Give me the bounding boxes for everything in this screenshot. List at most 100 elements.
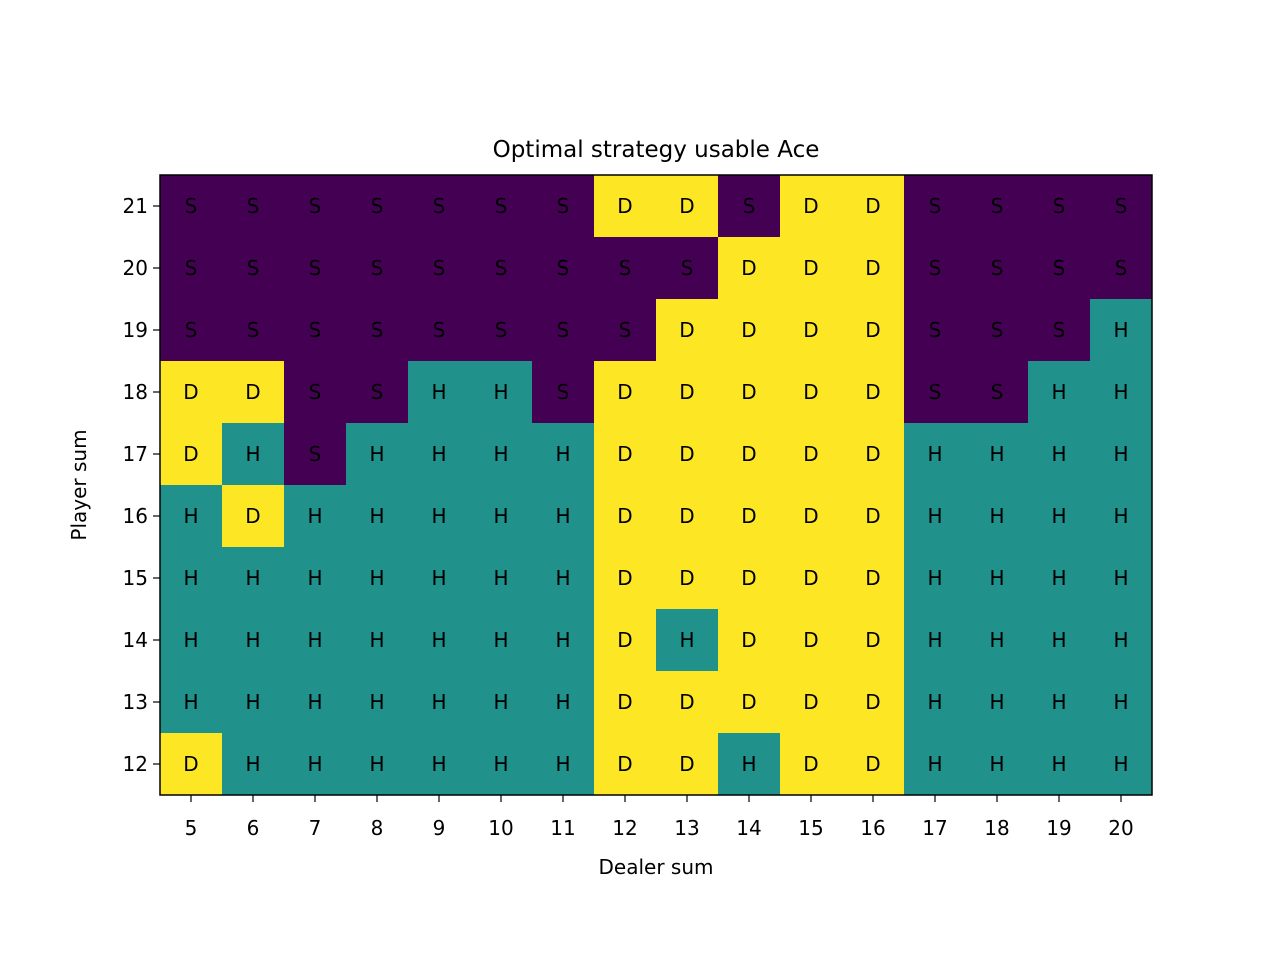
cell-label: S <box>371 318 384 342</box>
heatmap-cell <box>780 671 843 734</box>
cell-label: D <box>679 318 694 342</box>
x-tick-label: 19 <box>1046 816 1071 840</box>
x-tick-label: 5 <box>185 816 198 840</box>
cell-label: S <box>929 318 942 342</box>
heatmap-cell <box>594 299 657 362</box>
cell-label: D <box>741 442 756 466</box>
heatmap-cell <box>532 423 595 486</box>
cell-label: D <box>865 194 880 218</box>
cell-label: S <box>185 318 198 342</box>
heatmap-cell <box>284 671 347 734</box>
cell-label: S <box>433 194 446 218</box>
cell-label: D <box>741 690 756 714</box>
heatmap-cell <box>842 733 905 796</box>
cell-label: D <box>803 318 818 342</box>
cell-label: H <box>989 690 1004 714</box>
heatmap-cell <box>904 547 967 610</box>
cell-label: D <box>617 504 632 528</box>
cell-label: S <box>619 256 632 280</box>
x-tick-label: 6 <box>247 816 260 840</box>
heatmap-cell <box>780 361 843 424</box>
heatmap-cell <box>1028 485 1091 548</box>
heatmap-cell <box>408 547 471 610</box>
cell-label: H <box>493 504 508 528</box>
cell-label: H <box>989 628 1004 652</box>
cell-label: H <box>245 690 260 714</box>
chart-title: Optimal strategy usable Ace <box>493 137 820 163</box>
cell-label: S <box>309 194 322 218</box>
heatmap-cell <box>718 547 781 610</box>
cell-label: S <box>1115 194 1128 218</box>
cell-label: S <box>433 256 446 280</box>
heatmap-cell <box>780 485 843 548</box>
cell-label: D <box>741 566 756 590</box>
heatmap-cell <box>160 423 223 486</box>
heatmap-cell <box>904 299 967 362</box>
y-axis-label: Player sum <box>67 429 91 540</box>
cell-label: H <box>493 442 508 466</box>
cell-label: H <box>989 442 1004 466</box>
cell-label: H <box>1113 504 1128 528</box>
heatmap-cell <box>966 733 1029 796</box>
heatmap-cell <box>842 547 905 610</box>
heatmap-cell <box>1028 361 1091 424</box>
cell-label: H <box>927 442 942 466</box>
heatmap-cell <box>346 175 409 238</box>
heatmap-cell <box>160 175 223 238</box>
cell-label: S <box>619 318 632 342</box>
heatmap-cell <box>1090 299 1153 362</box>
heatmap-cell <box>842 423 905 486</box>
x-axis-label: Dealer sum <box>599 855 714 879</box>
y-tick-label: 20 <box>123 256 148 280</box>
cell-label: H <box>1051 690 1066 714</box>
x-tick-label: 14 <box>736 816 761 840</box>
heatmap-cell <box>532 175 595 238</box>
cell-label: H <box>431 504 446 528</box>
cell-label: H <box>1051 752 1066 776</box>
heatmap-cell <box>408 361 471 424</box>
cell-label: D <box>183 442 198 466</box>
cell-label: D <box>741 504 756 528</box>
cell-label: D <box>679 380 694 404</box>
cell-label: H <box>183 566 198 590</box>
cell-label: H <box>369 566 384 590</box>
y-tick-label: 18 <box>123 380 148 404</box>
cell-label: S <box>991 318 1004 342</box>
heatmap-cell <box>222 671 285 734</box>
cell-label: S <box>557 194 570 218</box>
cell-label: S <box>247 194 260 218</box>
cell-label: H <box>431 442 446 466</box>
heatmap-cell <box>718 733 781 796</box>
heatmap-cell <box>594 671 657 734</box>
heatmap-cell <box>966 671 1029 734</box>
heatmap-cell <box>1090 547 1153 610</box>
heatmap-cell <box>594 733 657 796</box>
cell-label: H <box>307 690 322 714</box>
heatmap-cell <box>160 547 223 610</box>
cell-label: H <box>1051 442 1066 466</box>
heatmap-cell <box>470 237 533 300</box>
cell-label: H <box>493 690 508 714</box>
heatmap-cell <box>1028 423 1091 486</box>
cell-label: D <box>803 256 818 280</box>
heatmap-cell <box>222 237 285 300</box>
heatmap-cell <box>656 299 719 362</box>
cell-label: H <box>927 690 942 714</box>
heatmap-cell <box>160 299 223 362</box>
heatmap-cell <box>346 671 409 734</box>
heatmap-cell <box>718 175 781 238</box>
heatmap-cell <box>594 547 657 610</box>
x-tick-label: 16 <box>860 816 885 840</box>
heatmap-cell <box>718 423 781 486</box>
heatmap-cell <box>1028 609 1091 672</box>
heatmap-cell <box>408 175 471 238</box>
heatmap-cell <box>284 237 347 300</box>
heatmap-cell <box>222 485 285 548</box>
heatmap-cell <box>904 361 967 424</box>
cell-label: H <box>369 628 384 652</box>
cell-label: H <box>741 752 756 776</box>
cell-label: S <box>495 256 508 280</box>
heatmap-cell <box>532 361 595 424</box>
cell-label: D <box>679 566 694 590</box>
heatmap-cell-labels: S S S S S S S D D S D D S S S S S S S S S S S S S D D D S S S S S S S S S S S S… <box>183 194 1128 776</box>
